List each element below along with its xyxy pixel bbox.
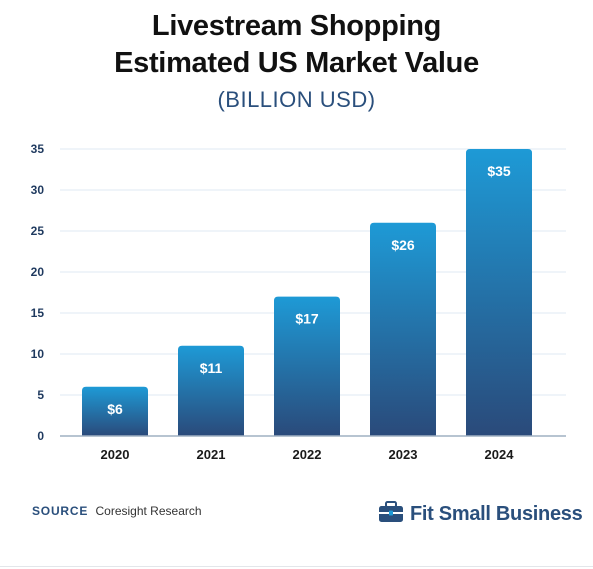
y-tick-label: 5 bbox=[37, 388, 44, 402]
data-label-2023: $26 bbox=[391, 237, 415, 253]
source-value: Coresight Research bbox=[95, 504, 202, 518]
y-axis-tick-labels: 0 5 10 15 20 25 30 35 bbox=[31, 142, 45, 443]
chart-title: Livestream Shopping Estimated US Market … bbox=[0, 8, 593, 82]
bars bbox=[82, 149, 532, 436]
bar-2020 bbox=[82, 386, 148, 436]
chart-subtitle: (BILLION USD) bbox=[217, 87, 376, 112]
y-tick-label: 30 bbox=[31, 183, 45, 197]
y-tick-label: 35 bbox=[31, 142, 45, 156]
y-tick-label: 0 bbox=[37, 429, 44, 443]
bar-2022 bbox=[274, 296, 340, 436]
y-tick-label: 20 bbox=[31, 265, 45, 279]
data-label-2022: $17 bbox=[295, 311, 319, 327]
data-label-2020: $6 bbox=[107, 401, 123, 417]
title-line-1: Livestream Shopping bbox=[151, 10, 442, 42]
source-key: SOURCE bbox=[32, 504, 89, 518]
bar-2024 bbox=[466, 149, 532, 436]
brand-name: Fit Small Business bbox=[410, 503, 583, 525]
data-label-2021: $11 bbox=[200, 360, 223, 376]
bar-2021 bbox=[178, 345, 244, 436]
y-tick-label: 15 bbox=[31, 306, 45, 320]
x-tick-label-2023: 2023 bbox=[389, 447, 418, 462]
y-tick-label: 25 bbox=[31, 224, 45, 238]
y-tick-label: 10 bbox=[31, 347, 45, 361]
bar-2023 bbox=[370, 222, 436, 436]
title-line-2: Estimated US Market Value bbox=[114, 47, 479, 79]
source-note: SOURCE Coresight Research bbox=[32, 504, 202, 518]
x-tick-label-2022: 2022 bbox=[293, 447, 322, 462]
data-label-2024: $35 bbox=[487, 163, 511, 179]
x-axis-tick-labels: 2020 2021 2022 2023 2024 bbox=[101, 447, 515, 462]
x-tick-label-2020: 2020 bbox=[101, 447, 130, 462]
bottom-divider bbox=[0, 566, 593, 567]
x-tick-label-2024: 2024 bbox=[485, 447, 515, 462]
briefcase-icon bbox=[378, 501, 404, 528]
data-labels: $6 $11 $17 $26 $35 bbox=[107, 163, 511, 417]
x-tick-label-2021: 2021 bbox=[197, 447, 226, 462]
brand-logo: Fit Small Business bbox=[378, 501, 583, 528]
